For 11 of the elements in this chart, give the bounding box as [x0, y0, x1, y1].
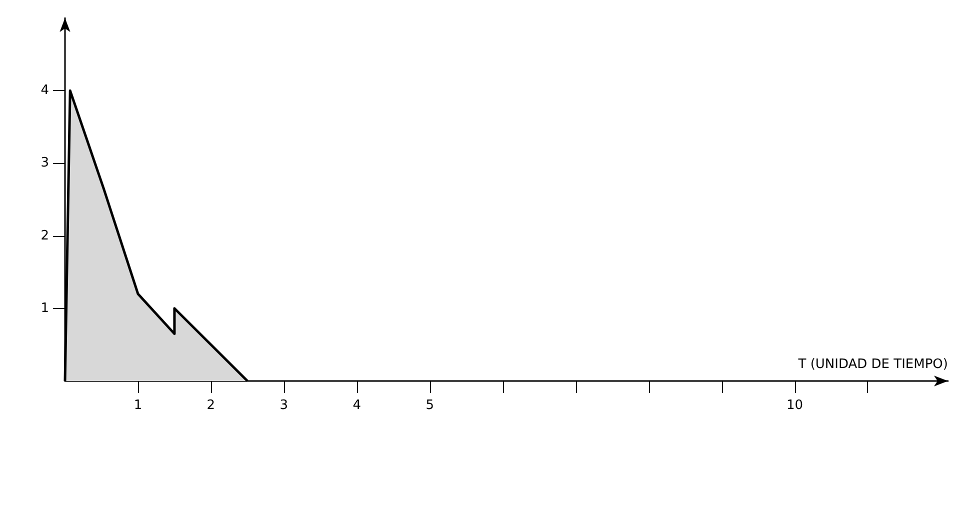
y-tick-label: 3 [40, 156, 49, 171]
y-tick-label: 4 [40, 83, 49, 98]
y-tick-label: 1 [40, 300, 49, 316]
x-tick-label: 10 [786, 398, 804, 413]
y-tick-label: 2 [40, 228, 49, 244]
x-axis-title: T (UNIDAD DE TIEMPO) [797, 357, 948, 372]
x-tick-label: 1 [134, 398, 142, 413]
x-tick-label: 5 [426, 398, 434, 413]
x-tick-label: 2 [206, 398, 216, 413]
x-tick-label: 3 [280, 398, 288, 413]
x-tick-label: 4 [352, 398, 362, 413]
